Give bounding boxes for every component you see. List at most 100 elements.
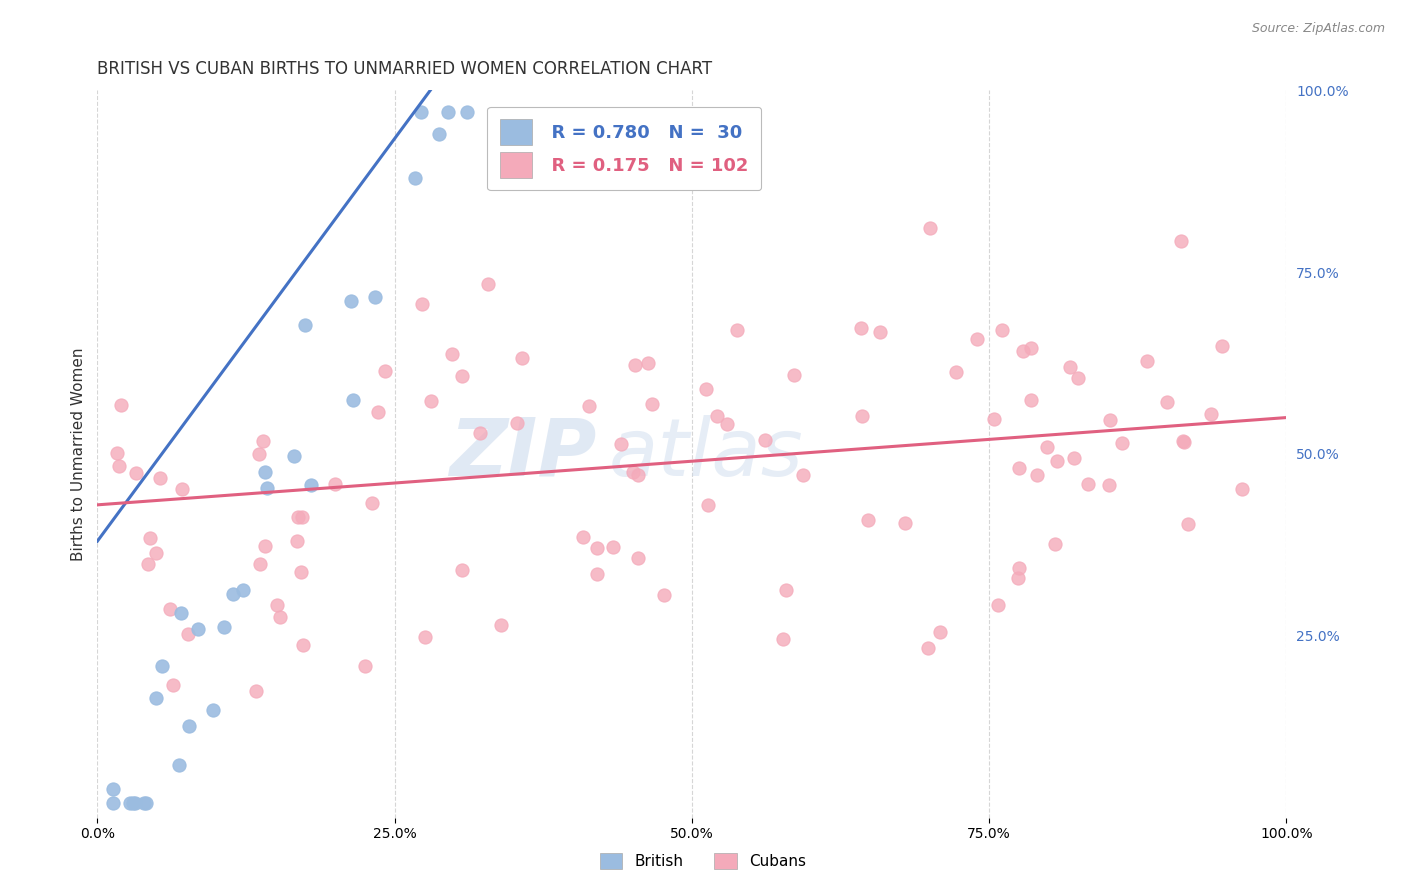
Point: [170, 606, 193, 620]
Point: [1232, 482, 1254, 496]
Point: [110, 398, 132, 412]
Point: [124, 796, 146, 810]
Point: [136, 557, 159, 571]
Point: [247, 447, 270, 461]
Point: [101, 796, 124, 810]
Point: [491, 618, 513, 632]
Point: [441, 347, 464, 361]
Point: [101, 781, 124, 796]
Point: [725, 323, 748, 337]
Point: [991, 322, 1014, 336]
Point: [641, 396, 664, 410]
Point: [291, 510, 314, 524]
Point: [1170, 235, 1192, 249]
Point: [374, 364, 396, 378]
Point: [283, 449, 305, 463]
Point: [920, 221, 942, 235]
Point: [621, 465, 644, 479]
Point: [945, 365, 967, 379]
Point: [245, 684, 267, 698]
Point: [772, 632, 794, 646]
Point: [1076, 477, 1098, 491]
Point: [983, 411, 1005, 425]
Point: [132, 796, 155, 810]
Point: [1021, 392, 1043, 407]
Point: [987, 598, 1010, 612]
Point: [851, 409, 873, 424]
Point: [1063, 450, 1085, 465]
Point: [291, 638, 314, 652]
Point: [1156, 394, 1178, 409]
Point: [427, 127, 450, 141]
Point: [167, 758, 190, 772]
Point: [212, 620, 235, 634]
Point: [1211, 339, 1233, 353]
Point: [125, 466, 148, 480]
Point: [287, 509, 309, 524]
Point: [585, 567, 607, 582]
Point: [510, 351, 533, 365]
Point: [1173, 434, 1195, 449]
Point: [354, 659, 377, 673]
Point: [610, 436, 633, 450]
Point: [917, 640, 939, 655]
Point: [364, 290, 387, 304]
Text: BRITISH VS CUBAN BIRTHS TO UNMARRIED WOMEN CORRELATION CHART: BRITISH VS CUBAN BIRTHS TO UNMARRIED WOM…: [97, 60, 713, 78]
Point: [254, 539, 277, 553]
Point: [162, 678, 184, 692]
Point: [1067, 371, 1090, 385]
Point: [1007, 571, 1029, 585]
Point: [419, 394, 441, 409]
Point: [754, 433, 776, 447]
Point: [135, 796, 157, 810]
Point: [966, 332, 988, 346]
Point: [627, 550, 650, 565]
Point: [266, 598, 288, 612]
Point: [1008, 561, 1031, 575]
Point: [290, 566, 312, 580]
Point: [177, 626, 200, 640]
Point: [775, 582, 797, 597]
Point: [706, 409, 728, 424]
Point: [411, 297, 433, 311]
Point: [851, 321, 873, 335]
Point: [506, 416, 529, 430]
Point: [323, 477, 346, 491]
Point: [1111, 436, 1133, 450]
Point: [1171, 434, 1194, 448]
Point: [269, 610, 291, 624]
Legend: British, Cubans: British, Cubans: [593, 847, 813, 875]
Point: [468, 425, 491, 440]
Point: [187, 622, 209, 636]
Point: [1046, 454, 1069, 468]
Point: [1177, 516, 1199, 531]
Point: [221, 586, 243, 600]
Point: [450, 564, 472, 578]
Point: [1012, 343, 1035, 358]
Point: [339, 294, 361, 309]
Point: [627, 468, 650, 483]
Point: [1021, 341, 1043, 355]
Point: [256, 481, 278, 495]
Point: [1099, 413, 1122, 427]
Point: [783, 368, 806, 382]
Point: [1098, 477, 1121, 491]
Point: [893, 516, 915, 530]
Text: ZIP: ZIP: [450, 415, 596, 493]
Point: [1043, 537, 1066, 551]
Point: [254, 465, 277, 479]
Point: [1199, 407, 1222, 421]
Point: [586, 541, 609, 555]
Text: atlas: atlas: [609, 415, 803, 493]
Point: [105, 446, 128, 460]
Point: [301, 477, 323, 491]
Point: [456, 105, 478, 120]
Point: [159, 602, 181, 616]
Point: [149, 471, 172, 485]
Point: [929, 625, 952, 640]
Point: [858, 513, 880, 527]
Point: [342, 392, 364, 407]
Point: [624, 358, 647, 372]
Point: [252, 434, 274, 449]
Y-axis label: Births to Unmarried Women: Births to Unmarried Women: [72, 347, 86, 561]
